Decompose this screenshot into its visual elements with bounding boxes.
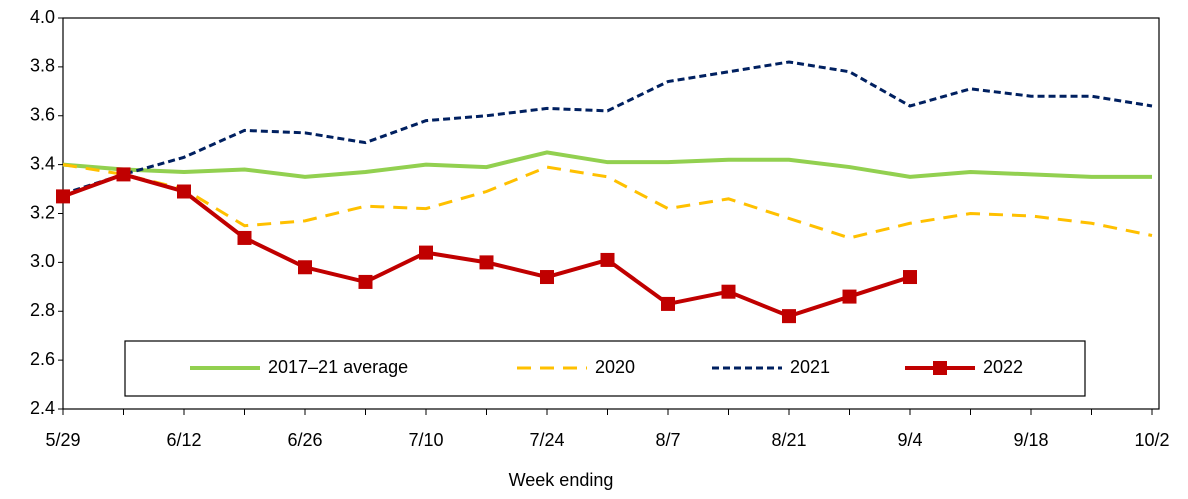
y-tick-label: 2.6 xyxy=(30,349,55,369)
x-tick-label: 6/12 xyxy=(166,430,201,450)
legend-label: 2017–21 average xyxy=(268,357,408,377)
x-tick-label: 6/26 xyxy=(287,430,322,450)
point-marker xyxy=(782,309,796,324)
point-marker xyxy=(661,296,675,311)
x-tick-label: 7/10 xyxy=(408,430,443,450)
point-marker xyxy=(177,184,191,199)
point-marker xyxy=(298,260,312,275)
x-tick-label: 10/2 xyxy=(1134,430,1169,450)
y-tick-label: 2.4 xyxy=(30,398,55,418)
point-marker xyxy=(237,230,252,245)
point-marker xyxy=(721,284,736,299)
point-marker xyxy=(358,274,373,289)
y-tick-label: 3.8 xyxy=(30,56,55,76)
y-tick-label: 2.8 xyxy=(30,300,55,320)
y-tick-label: 3.2 xyxy=(30,202,55,222)
x-tick-label: 9/18 xyxy=(1013,430,1048,450)
legend-marker xyxy=(933,361,947,375)
x-axis-label: Week ending xyxy=(509,470,614,490)
point-marker xyxy=(540,270,554,285)
x-tick-label: 8/7 xyxy=(655,430,680,450)
point-marker xyxy=(116,167,131,182)
point-marker xyxy=(903,270,917,285)
legend-label: 2021 xyxy=(790,357,830,377)
x-tick-label: 9/4 xyxy=(897,430,922,450)
series-line xyxy=(62,163,1153,240)
point-marker xyxy=(842,289,857,304)
point-marker xyxy=(419,245,433,260)
series-line xyxy=(62,60,1153,196)
legend-label: 2022 xyxy=(983,357,1023,377)
y-tick-label: 3.4 xyxy=(30,153,55,173)
x-tick-label: 5/29 xyxy=(45,430,80,450)
point-marker xyxy=(56,189,70,204)
x-tick-label: 8/21 xyxy=(771,430,806,450)
legend-label: 2020 xyxy=(595,357,635,377)
y-tick-label: 3.0 xyxy=(30,251,55,271)
series-line xyxy=(62,150,1152,179)
y-tick-label: 3.6 xyxy=(30,105,55,125)
point-marker xyxy=(600,252,615,267)
point-marker xyxy=(479,255,494,270)
x-tick-label: 7/24 xyxy=(529,430,564,450)
y-tick-label: 4.0 xyxy=(30,7,55,27)
